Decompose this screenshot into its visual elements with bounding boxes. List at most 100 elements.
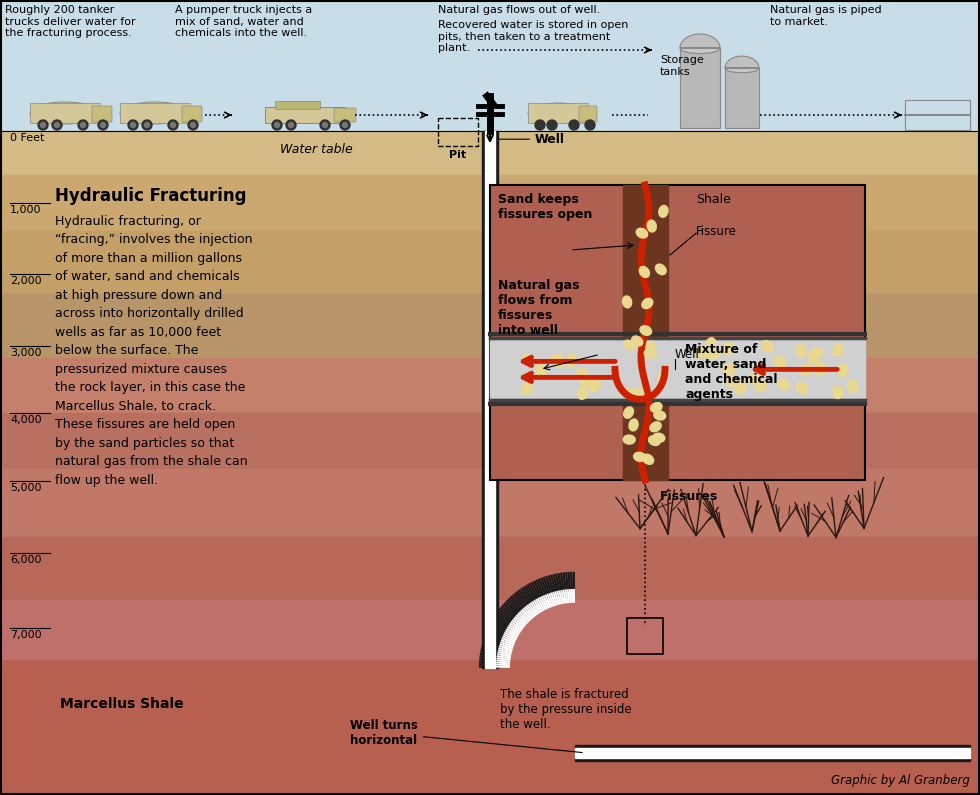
Text: 3,000: 3,000 <box>10 348 41 358</box>
Circle shape <box>101 122 106 127</box>
Ellipse shape <box>622 296 632 308</box>
Ellipse shape <box>579 376 593 386</box>
Ellipse shape <box>755 380 766 392</box>
Ellipse shape <box>647 220 657 232</box>
Ellipse shape <box>553 356 564 367</box>
Bar <box>575 748 970 758</box>
Bar <box>490 341 865 398</box>
Ellipse shape <box>644 349 657 358</box>
Ellipse shape <box>623 407 633 418</box>
Ellipse shape <box>797 382 808 394</box>
Ellipse shape <box>649 436 661 445</box>
Bar <box>680 48 720 128</box>
Ellipse shape <box>659 205 668 217</box>
Ellipse shape <box>632 336 643 346</box>
Circle shape <box>272 120 282 130</box>
Ellipse shape <box>120 102 190 124</box>
Ellipse shape <box>747 374 760 384</box>
Ellipse shape <box>833 344 844 356</box>
Circle shape <box>585 120 595 130</box>
Text: Roughly 200 tanker
trucks deliver water for
the fracturing process.: Roughly 200 tanker trucks deliver water … <box>5 5 135 38</box>
Ellipse shape <box>521 382 532 394</box>
Bar <box>490 185 865 480</box>
Bar <box>623 185 668 480</box>
Circle shape <box>142 120 152 130</box>
Ellipse shape <box>589 380 601 392</box>
Ellipse shape <box>528 103 588 123</box>
Text: Shale: Shale <box>696 193 731 206</box>
Circle shape <box>569 120 579 130</box>
Bar <box>905 100 970 130</box>
Text: Recovered water is stored in open
pits, then taken to a treatment
plant.: Recovered water is stored in open pits, … <box>438 20 628 53</box>
Circle shape <box>144 122 150 127</box>
Text: Well turns
horizontal: Well turns horizontal <box>350 719 582 753</box>
Ellipse shape <box>706 338 716 351</box>
Text: Fissures: Fissures <box>660 490 718 503</box>
Text: 0 Feet: 0 Feet <box>10 134 44 143</box>
Text: Fissure: Fissure <box>696 225 737 238</box>
Bar <box>120 103 190 123</box>
Circle shape <box>40 122 45 127</box>
Ellipse shape <box>726 374 736 387</box>
Ellipse shape <box>639 266 650 277</box>
Ellipse shape <box>810 347 823 359</box>
Bar <box>528 103 588 123</box>
Text: Mixture of
water, sand
and chemical
agents: Mixture of water, sand and chemical agen… <box>685 343 777 401</box>
Ellipse shape <box>735 382 746 394</box>
Ellipse shape <box>623 388 633 399</box>
Ellipse shape <box>808 351 818 363</box>
Ellipse shape <box>566 354 576 366</box>
Ellipse shape <box>796 344 807 357</box>
Text: The shale is fractured
by the pressure inside
the well.: The shale is fractured by the pressure i… <box>500 688 632 731</box>
Bar <box>725 68 759 128</box>
Bar <box>0 175 980 231</box>
Circle shape <box>322 122 327 127</box>
Ellipse shape <box>708 349 720 359</box>
Bar <box>627 618 663 654</box>
Ellipse shape <box>646 341 656 353</box>
Text: 7,000: 7,000 <box>10 630 41 640</box>
Ellipse shape <box>650 422 662 432</box>
Ellipse shape <box>536 364 546 377</box>
Text: Natural gas is piped
to market.: Natural gas is piped to market. <box>770 5 882 26</box>
Ellipse shape <box>577 368 588 381</box>
Ellipse shape <box>848 380 858 394</box>
Bar <box>0 469 980 537</box>
Text: Storage
tanks: Storage tanks <box>660 55 704 76</box>
Ellipse shape <box>833 386 843 398</box>
Ellipse shape <box>651 402 662 412</box>
Circle shape <box>320 120 330 130</box>
Circle shape <box>52 120 62 130</box>
Bar <box>0 660 980 795</box>
Polygon shape <box>725 56 759 68</box>
Ellipse shape <box>551 355 564 364</box>
Ellipse shape <box>623 340 635 350</box>
Ellipse shape <box>723 343 733 355</box>
Text: Graphic by Al Granberg: Graphic by Al Granberg <box>831 774 970 787</box>
Text: Sand keeps
fissures open: Sand keeps fissures open <box>498 193 592 221</box>
Ellipse shape <box>632 388 644 398</box>
Text: 1,000: 1,000 <box>10 205 41 215</box>
Text: Water table: Water table <box>280 143 353 156</box>
Circle shape <box>171 122 175 127</box>
Ellipse shape <box>656 264 666 274</box>
Ellipse shape <box>636 228 648 238</box>
Ellipse shape <box>696 348 709 358</box>
Text: Marcellus Shale: Marcellus Shale <box>60 696 183 711</box>
Bar <box>30 103 100 123</box>
Text: Pit: Pit <box>450 150 466 160</box>
Ellipse shape <box>521 355 534 365</box>
Polygon shape <box>680 34 720 48</box>
Bar <box>0 131 980 175</box>
Circle shape <box>535 120 545 130</box>
Text: Well: Well <box>675 348 700 361</box>
Ellipse shape <box>815 363 825 375</box>
Ellipse shape <box>629 419 638 431</box>
Bar <box>0 0 980 131</box>
Text: 5,000: 5,000 <box>10 483 41 493</box>
Bar <box>0 294 980 358</box>
Ellipse shape <box>774 356 786 367</box>
Circle shape <box>288 122 293 127</box>
Text: Well: Well <box>498 133 565 145</box>
Ellipse shape <box>653 433 664 442</box>
